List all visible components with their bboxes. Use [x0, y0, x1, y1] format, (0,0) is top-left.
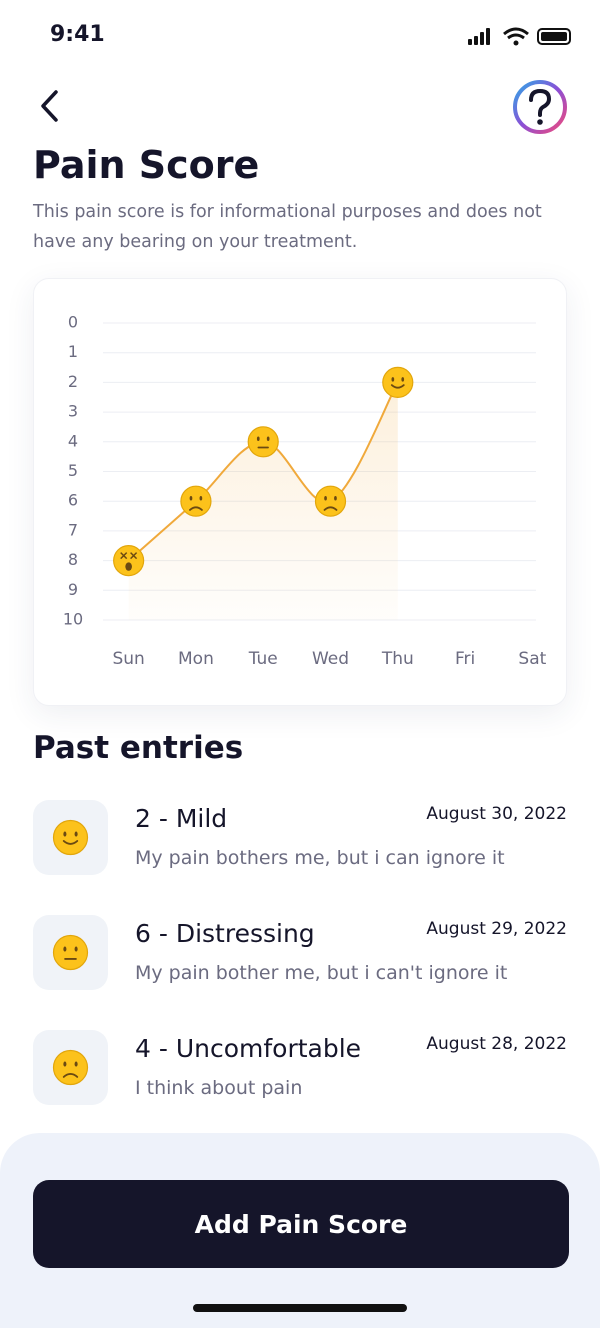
point-marker — [382, 366, 414, 399]
face-mouth — [189, 506, 203, 511]
entry-icon — [33, 800, 108, 875]
x-tick-label: Thu — [381, 649, 414, 669]
entry-description: My pain bother me, but i can't ignore it — [135, 962, 508, 984]
line-area — [128, 382, 398, 620]
entry-icon — [33, 1030, 108, 1105]
x-tick-label: Tue — [248, 649, 278, 669]
x-tick-label: Mon — [178, 649, 214, 669]
face-mouth — [390, 384, 405, 389]
face-eye — [401, 377, 405, 382]
face-eye — [130, 552, 138, 560]
point-marker — [180, 485, 212, 517]
y-tick-label: 7 — [68, 520, 78, 539]
section-title: Past entries — [33, 730, 244, 766]
entry-description: My pain bothers me, but i can ignore it — [135, 847, 505, 869]
point — [314, 485, 347, 517]
entry-date: August 30, 2022 — [426, 804, 567, 824]
entry-date: August 29, 2022 — [426, 919, 567, 939]
face-eye — [63, 1061, 67, 1067]
point — [247, 426, 279, 458]
face-eye — [74, 831, 78, 837]
face-bg — [52, 819, 89, 856]
x-tick-label: Wed — [312, 649, 349, 669]
y-tick-label: 0 — [68, 313, 78, 332]
face-bg — [52, 1049, 89, 1086]
entry-score: 4 - Uncomfortable — [135, 1034, 362, 1063]
home-indicator — [193, 1304, 407, 1312]
y-tick-label: 2 — [68, 372, 78, 391]
face-eye — [63, 831, 67, 837]
y-tick-label: 6 — [68, 491, 78, 510]
face-eye — [391, 377, 395, 382]
face-eye — [199, 495, 203, 501]
face-eye — [266, 436, 270, 442]
entry-icon — [33, 915, 108, 990]
face-eye — [74, 1061, 78, 1067]
face-mouth — [62, 1073, 79, 1078]
page-title: Pain Score — [33, 143, 260, 187]
face-eye — [189, 495, 193, 501]
y-tick-label: 5 — [68, 461, 78, 480]
entry-description: I think about pain — [135, 1077, 303, 1099]
status-icons — [468, 27, 571, 46]
point-marker — [247, 426, 279, 458]
face-mouth — [62, 840, 79, 845]
status-time: 9:41 — [50, 22, 105, 47]
face-mouth — [125, 562, 132, 571]
face-mouth — [323, 506, 338, 511]
y-tick-label: 1 — [68, 342, 78, 361]
entry-emoji — [52, 819, 89, 856]
y-tick-label: 10 — [63, 610, 83, 629]
x-tick-label: Sat — [518, 649, 546, 669]
x-tick-label: Fri — [455, 649, 475, 669]
face-eye — [74, 946, 78, 952]
page-subtitle: This pain score is for informational pur… — [33, 202, 542, 252]
entry-score: 6 - Distressing — [135, 919, 315, 948]
add-button[interactable]: Add Pain Score — [33, 1180, 569, 1268]
x-tick-label: Sun — [112, 649, 144, 669]
entry-date: August 28, 2022 — [426, 1034, 567, 1054]
entry-score: 2 - Mild — [135, 804, 228, 833]
point-marker — [113, 545, 145, 577]
y-tick-label: 8 — [68, 550, 78, 569]
face-eye — [334, 495, 337, 501]
face-eye — [256, 436, 260, 442]
chart: 0 1 2 3 4 5 6 7 8 9 10 Sun Mon Tue Wed Thu Fri Sat — [63, 313, 547, 670]
point — [382, 366, 414, 399]
point-marker — [314, 485, 347, 517]
y-tick-label: 4 — [68, 431, 78, 450]
face-eye — [120, 552, 128, 560]
y-tick-label: 3 — [68, 402, 78, 421]
y-tick-label: 9 — [68, 580, 78, 599]
entry-emoji — [52, 1049, 89, 1086]
entry-emoji — [52, 934, 89, 971]
face-eye — [324, 495, 327, 501]
back-button[interactable] — [36, 88, 66, 124]
point — [113, 545, 145, 577]
face-bg — [52, 934, 89, 971]
help-button[interactable] — [511, 79, 569, 137]
face-eye — [63, 946, 67, 952]
point — [180, 485, 212, 517]
